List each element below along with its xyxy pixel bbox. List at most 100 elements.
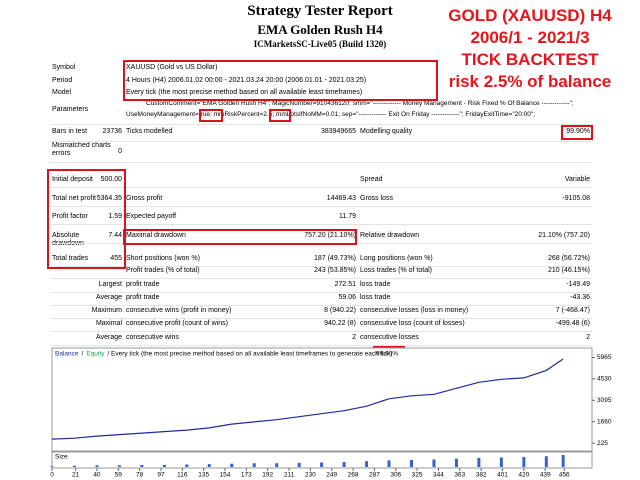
stat-cell: -9105.08: [562, 195, 590, 202]
field-label: Mismatched charts errors: [52, 142, 111, 157]
stat-cell: Profit factor: [52, 213, 88, 220]
highlight-box: [123, 229, 357, 245]
size-bar: [50, 466, 54, 467]
stat-cell: -43.36: [570, 294, 590, 301]
size-bar: [499, 457, 503, 467]
legend-text: /: [82, 351, 84, 358]
report-title: Strategy Tester Report: [247, 3, 393, 19]
stat-cell: 7 (-468.47): [555, 307, 590, 314]
stat-cell: -149.49: [566, 281, 590, 288]
report-server: ICMarketsSC-Live05 (Build 1320): [253, 39, 387, 49]
field-value: 4 Hours (H4) 2006.01.02 00:00 - 2021.03.…: [126, 77, 367, 84]
size-bar: [117, 465, 121, 467]
stat-cell: 268 (56.72%): [547, 255, 590, 262]
row-separator: [50, 266, 592, 267]
stat-cell: profit trade: [126, 294, 160, 301]
stat-cell: consecutive losses: [360, 334, 419, 341]
stat-cell: Variable: [564, 176, 590, 183]
overlay-text: GOLD (XAUUSD) H4: [448, 6, 612, 25]
row-separator: [50, 292, 592, 293]
size-bar: [162, 464, 166, 467]
row-separator: [50, 331, 592, 332]
stat-cell: Expected payoff: [126, 213, 177, 220]
x-tick-label: 268: [348, 472, 359, 479]
x-tick-label: 154: [220, 472, 231, 479]
balance-line: [51, 358, 564, 440]
row-separator: [50, 187, 592, 188]
stat-cell: 21.10% (757.20): [538, 232, 590, 239]
stat-cell: consecutive loss (count of losses): [360, 320, 465, 327]
legend-text: Balance: [55, 351, 79, 358]
size-bar: [409, 459, 413, 467]
field-label: Parameters: [52, 106, 89, 113]
stat-cell: Long positions (won %): [360, 255, 433, 262]
overlay-text: risk 2.5% of balance: [448, 72, 612, 91]
stat-cell: Average: [96, 334, 122, 341]
stat-cell: profit trade: [126, 281, 160, 288]
x-tick-label: 249: [326, 472, 337, 479]
highlight-box: [199, 109, 223, 122]
field-label: Modelling quality: [360, 128, 413, 135]
stat-cell: 14469.43: [326, 195, 356, 202]
stat-cell: 500.00: [100, 176, 122, 183]
x-tick-label: 382: [476, 472, 487, 479]
x-tick-label: 97: [157, 472, 165, 479]
size-label: Size: [55, 454, 68, 461]
stat-cell: 7.44: [108, 232, 122, 239]
plot-frame: [51, 347, 593, 452]
x-tick-label: 21: [72, 472, 80, 479]
row-separator: [50, 162, 592, 163]
stat-cell: 243 (53.85%): [313, 267, 356, 274]
stat-cell: Maximal drawdown: [126, 232, 186, 239]
x-tick-label: 211: [284, 472, 295, 479]
size-bar: [297, 462, 301, 467]
field-label: Ticks modelled: [126, 128, 173, 135]
legend-text: / Every tick (the most precise method ba…: [107, 351, 392, 358]
field-value: 383949665: [320, 128, 356, 135]
overlay-text: TICK BACKTEST: [461, 50, 599, 69]
highlight-box: [269, 109, 291, 122]
row-separator: [50, 318, 592, 319]
x-tick-label: 116: [177, 472, 188, 479]
x-tick-label: 306: [390, 472, 401, 479]
field-value: XAUUSD (Gold vs US Dollar): [126, 64, 218, 71]
stat-cell: Average: [96, 294, 122, 301]
row-separator: [50, 345, 592, 346]
stat-cell: 455: [110, 255, 122, 262]
y-tick-label: 3095: [597, 397, 612, 404]
field-value: 23736: [102, 128, 122, 135]
field-label: Symbol: [52, 64, 76, 71]
quality-label: 99.90%: [376, 351, 398, 358]
highlight-box: [123, 60, 438, 101]
size-bar: [477, 457, 481, 467]
stat-cell: 210 (46.15%): [547, 267, 590, 274]
x-tick-label: 78: [136, 472, 144, 479]
highlight-box: [561, 125, 593, 140]
x-tick-label: 363: [454, 472, 465, 479]
x-tick-label: 420: [518, 472, 529, 479]
size-bar: [95, 465, 99, 467]
size-bar: [342, 462, 346, 467]
stat-cell: loss trade: [360, 294, 391, 301]
row-separator: [50, 124, 592, 125]
stat-cell: 5364.35: [96, 195, 122, 202]
stat-cell: Maximum: [91, 307, 122, 314]
size-bar: [387, 460, 391, 467]
size-bar: [454, 458, 458, 467]
stat-cell: consecutive wins (profit in money): [126, 307, 232, 314]
field-value: 0: [118, 148, 122, 155]
y-tick-label: 5965: [597, 354, 612, 361]
stat-cell: 940.22 (8): [324, 320, 356, 327]
y-tick-label: 1660: [597, 418, 612, 425]
stat-cell: 272.51: [334, 281, 356, 288]
stat-cell: Short positions (won %): [126, 255, 200, 262]
stat-cell: 59.06: [338, 294, 356, 301]
stat-cell: loss trade: [360, 281, 391, 288]
x-tick-label: 0: [50, 472, 54, 479]
field-value: Every tick (the most precise method base…: [126, 89, 363, 96]
stat-cell: Loss trades (% of total): [360, 267, 432, 274]
x-tick-label: 439: [540, 472, 551, 479]
x-tick-label: 287: [369, 472, 380, 479]
x-tick-label: 59: [115, 472, 123, 479]
